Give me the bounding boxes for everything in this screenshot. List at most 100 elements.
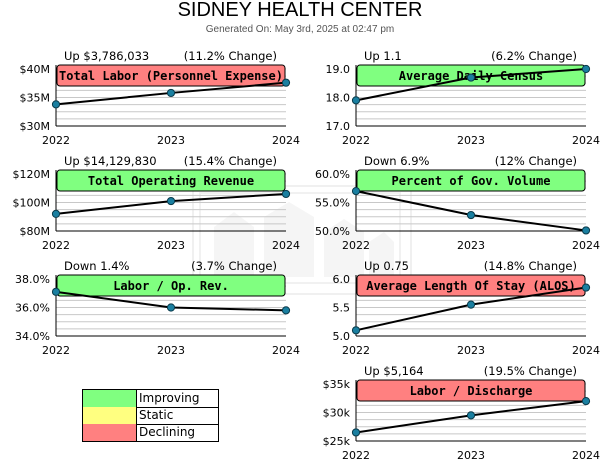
legend-item-improving: Improving (83, 390, 218, 408)
data-point (166, 88, 176, 98)
y-tick-label: $25k (323, 435, 351, 448)
chart-title: Percent of Gov. Volume (392, 174, 551, 188)
data-point (281, 189, 291, 199)
change-percent: (14.8% Change) (484, 259, 577, 273)
change-percent: (12% Change) (495, 154, 577, 168)
generated-timestamp: Generated On: May 3rd, 2025 at 02:47 pm (205, 24, 395, 35)
y-tick-label: 19.0 (326, 63, 351, 76)
x-tick-label: 2023 (457, 449, 485, 462)
y-tick-label: 50.0% (315, 225, 350, 238)
chart-canvas: Up $3,786,033 (11.2% Change) Total Labor (… (20, 49, 301, 147)
chart-total-operating-revenue: Up $14,129,830 (15.4% Change) Total Operat… (0, 150, 301, 255)
change-percent: (19.5% Change) (484, 364, 577, 378)
change-value: Down 1.4% (64, 259, 130, 273)
change-value: Up $14,129,830 (64, 154, 157, 168)
chart-canvas: Up 1.1(6.2% Change)Average Daily Census1… (326, 49, 600, 147)
data-point (166, 303, 176, 312)
x-tick-label: 2024 (272, 134, 300, 147)
change-percent: (3.7% Change) (191, 259, 277, 273)
x-tick-label: 2022 (42, 344, 70, 357)
y-tick-label: 36.0% (15, 302, 50, 315)
change-value: Down 6.9% (364, 154, 430, 168)
chart-title-box (356, 379, 586, 402)
y-tick-label: 60.0% (315, 168, 350, 181)
x-tick-label: 2022 (342, 134, 370, 147)
y-tick-label: $30k (323, 407, 351, 420)
chart-title-box (56, 169, 286, 192)
chart-title: Total Operating Revenue (88, 174, 254, 188)
chart-title: Total Labor (Personnel Expense) (59, 69, 283, 83)
x-tick-label: 2022 (342, 239, 370, 252)
x-tick-label: 2023 (457, 134, 485, 147)
data-point (51, 287, 61, 296)
legend-item-declining: Declining (83, 424, 218, 441)
chart-canvas: Down 6.9% (12% Change) Percent of Gov. Vol… (315, 154, 600, 252)
chart-total-labor: Up $3,786,033 (11.2% Change) Total Labor (… (0, 45, 301, 150)
x-tick-label: 2022 (42, 239, 70, 252)
data-point (351, 187, 361, 196)
x-tick-label: 2022 (42, 134, 70, 147)
chart-canvas: Up $5,164 (19.5% Change) Labor / Discharge… (323, 364, 600, 462)
chart-canvas: Up 0.75 (14.8% Change) Average Length Of S… (333, 259, 600, 357)
x-tick-label: 2024 (572, 449, 600, 462)
chart-canvas: Up $14,129,830 (15.4% Change) Total Operat… (13, 154, 301, 252)
data-point (351, 96, 361, 105)
chart-canvas: Down 1.4% (3.7% Change) Labor / Op. Rev. 34… (15, 259, 300, 357)
legend-swatch-declining (83, 424, 137, 441)
data-point (51, 209, 61, 219)
data-point (351, 326, 361, 335)
x-tick-label: 2023 (157, 134, 185, 147)
legend-item-static: Static (83, 407, 218, 425)
data-point (466, 210, 476, 220)
chart-average-length-of-stay: Up 0.75 (14.8% Change) Average Length Of S… (300, 255, 600, 360)
report-title: SIDNEY HEALTH CENTER (177, 0, 423, 21)
legend-label-declining: Declining (139, 425, 196, 439)
chart-title-box (56, 274, 286, 297)
data-point (281, 306, 291, 315)
y-tick-label: 34.0% (15, 330, 50, 343)
chart-percent-gov-volume: Down 6.9% (12% Change) Percent of Gov. Vol… (300, 150, 600, 255)
data-point (281, 78, 291, 87)
change-percent: (6.2% Change) (491, 49, 577, 63)
x-tick-label: 2023 (457, 239, 485, 252)
x-tick-label: 2023 (157, 344, 185, 357)
y-tick-label: $30M (20, 120, 51, 133)
data-point (581, 397, 591, 406)
y-tick-label: 17.0 (326, 120, 351, 133)
y-tick-label: $120M (13, 168, 51, 181)
chart-labor-op-rev: Down 1.4% (3.7% Change) Labor / Op. Rev. 34… (0, 255, 300, 360)
x-tick-label: 2024 (572, 134, 600, 147)
chart-title: Average Length Of Stay (ALOS) (366, 279, 576, 293)
data-point (466, 73, 476, 82)
x-tick-label: 2023 (157, 239, 185, 252)
y-tick-label: $35k (323, 378, 351, 391)
x-tick-label: 2022 (342, 449, 370, 462)
series-line (355, 190, 587, 232)
chart-title: Labor / Op. Rev. (113, 279, 229, 293)
change-percent: (15.4% Change) (184, 154, 277, 168)
data-point (581, 64, 591, 74)
legend-label-improving: Improving (139, 391, 200, 405)
data-point (466, 300, 476, 309)
data-point (51, 100, 61, 109)
x-tick-label: 2022 (342, 344, 370, 357)
change-value: Up $5,164 (364, 364, 424, 378)
y-tick-label: 18.0 (326, 92, 351, 105)
x-tick-label: 2023 (457, 344, 485, 357)
y-tick-label: 5.0 (333, 330, 351, 343)
legend-label-static: Static (139, 408, 174, 422)
x-tick-label: 2024 (272, 344, 300, 357)
y-tick-label: 5.5 (333, 302, 351, 315)
chart-labor-per-discharge: Up $5,164 (19.5% Change) Labor / Discharge… (300, 360, 600, 465)
data-point (166, 196, 176, 206)
status-legend: Improving Static Declining (82, 389, 219, 442)
chart-title-box (56, 64, 286, 87)
change-percent: (11.2% Change) (184, 49, 277, 63)
chart-title: Labor / Discharge (410, 384, 533, 398)
y-tick-label: 6.0 (333, 273, 351, 286)
y-tick-label: $40M (20, 63, 51, 76)
change-value: Up $3,786,033 (64, 49, 149, 63)
hospital-logo-watermark (192, 185, 412, 295)
x-tick-label: 2024 (572, 344, 600, 357)
y-tick-label: 55.0% (315, 197, 350, 210)
